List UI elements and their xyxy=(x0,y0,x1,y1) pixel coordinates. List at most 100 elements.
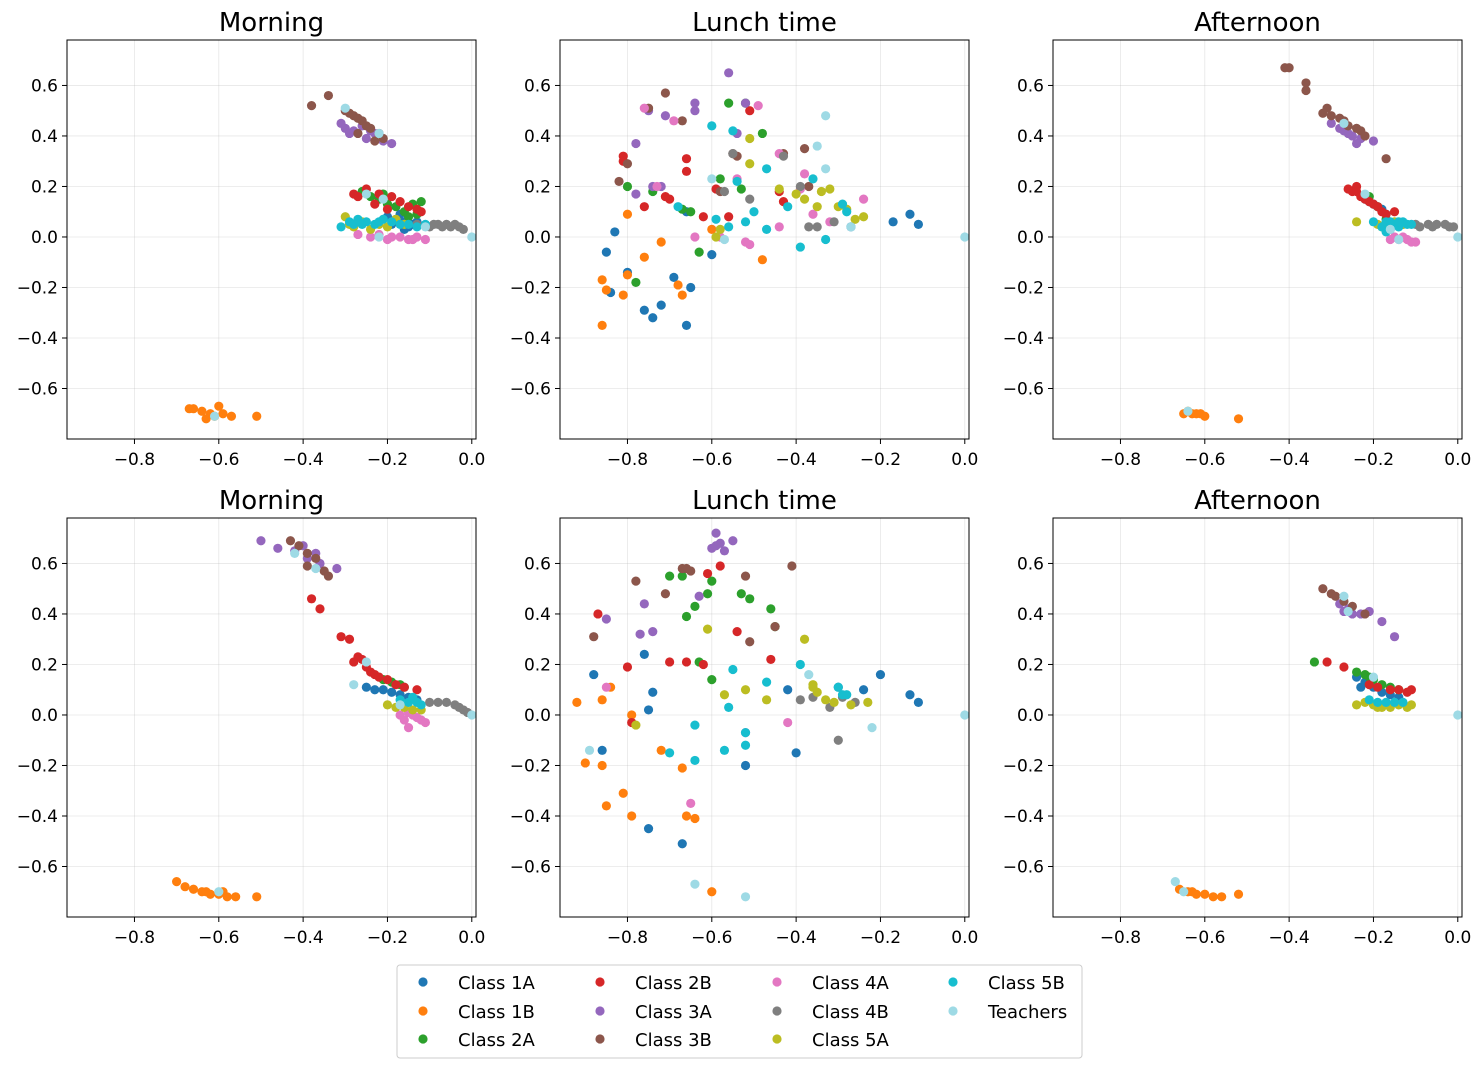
data-point xyxy=(960,232,970,242)
legend-label: Class 5B xyxy=(988,973,1065,994)
data-point xyxy=(745,194,755,204)
data-point xyxy=(795,242,805,252)
data-point xyxy=(218,409,228,419)
data-point xyxy=(1233,414,1244,424)
data-point xyxy=(736,184,746,194)
data-point xyxy=(719,186,730,197)
data-point xyxy=(842,207,852,217)
data-point xyxy=(707,675,717,685)
data-point xyxy=(745,594,755,604)
data-point xyxy=(673,202,683,212)
data-point xyxy=(694,591,704,601)
x-tick-label: −0.6 xyxy=(1184,928,1225,948)
legend-marker xyxy=(418,1006,428,1016)
data-point xyxy=(702,624,713,634)
data-point xyxy=(1389,697,1400,707)
y-tick-label: 0.6 xyxy=(31,554,58,574)
subplot-6: −0.8 −0.6 −0.4 −0.2 0.0 −0.6 −0.4 −0.2 0.0 0.2 0.4… xyxy=(1003,486,1472,948)
data-point xyxy=(816,186,827,197)
data-point xyxy=(374,232,384,242)
legend-label: Class 4A xyxy=(812,973,890,994)
data-point xyxy=(353,191,363,202)
y-tick-label: −0.4 xyxy=(510,329,551,349)
data-point xyxy=(403,219,414,229)
data-point xyxy=(1322,657,1332,667)
data-point xyxy=(1330,591,1341,601)
data-point xyxy=(601,247,611,257)
y-tick-label: 0.4 xyxy=(524,127,551,147)
data-point xyxy=(724,212,734,222)
legend-label: Class 3B xyxy=(635,1030,712,1051)
series-class-1b xyxy=(572,682,717,897)
data-point xyxy=(681,166,692,176)
data-point xyxy=(378,194,388,204)
y-tick-label: 0.2 xyxy=(31,655,58,675)
data-point xyxy=(724,222,734,232)
data-point xyxy=(715,174,725,184)
data-point xyxy=(728,149,738,159)
data-point xyxy=(799,634,810,644)
data-point xyxy=(1301,85,1311,96)
data-point xyxy=(707,121,717,131)
data-point xyxy=(913,219,924,229)
data-point xyxy=(745,159,755,169)
data-point xyxy=(778,151,789,161)
y-tick-label: −0.2 xyxy=(17,756,58,776)
data-point xyxy=(353,128,363,139)
y-tick-label: 0.0 xyxy=(1017,706,1044,726)
data-point xyxy=(681,811,692,821)
data-point xyxy=(618,290,628,300)
data-point xyxy=(433,697,443,707)
x-tick-label: −0.2 xyxy=(860,928,901,948)
data-point xyxy=(711,528,721,538)
data-point xyxy=(323,90,334,101)
data-point xyxy=(1406,685,1417,695)
x-tick-label: 0.0 xyxy=(1444,450,1471,470)
data-point xyxy=(1381,209,1391,219)
plot-frame xyxy=(559,39,970,440)
data-point xyxy=(791,748,801,758)
data-point xyxy=(336,632,346,642)
data-point xyxy=(707,224,717,234)
data-point xyxy=(601,682,611,692)
y-tick-label: 0.4 xyxy=(1017,605,1044,625)
subplot-4: −0.8 −0.6 −0.4 −0.2 0.0 −0.6 −0.4 −0.2 0.0 0.2 0.4… xyxy=(17,486,486,948)
data-point xyxy=(821,695,831,705)
data-point xyxy=(639,202,649,212)
data-point xyxy=(231,892,241,902)
data-point xyxy=(172,877,182,887)
data-point xyxy=(1326,111,1336,121)
x-tick-label: −0.6 xyxy=(691,450,732,470)
data-point xyxy=(698,659,708,670)
plot-frame xyxy=(66,517,477,918)
data-point xyxy=(648,687,658,697)
data-point xyxy=(677,571,687,581)
data-point xyxy=(382,700,393,710)
y-tick-label: 0.2 xyxy=(1017,177,1044,197)
data-point xyxy=(677,290,687,300)
data-point xyxy=(707,576,717,586)
data-point xyxy=(252,411,262,421)
data-point xyxy=(762,677,772,687)
data-point xyxy=(1309,657,1320,667)
data-point xyxy=(686,798,696,808)
data-point xyxy=(740,98,751,108)
data-point xyxy=(863,697,873,707)
data-point xyxy=(365,123,376,133)
subplot-5: −0.8 −0.6 −0.4 −0.2 0.0 −0.6 −0.4 −0.2 0.0 0.2 0.4… xyxy=(510,486,979,948)
legend-entry: Class 3B xyxy=(595,1030,712,1051)
series-class-2b xyxy=(1343,181,1400,219)
data-point xyxy=(290,548,300,558)
data-point xyxy=(365,232,376,242)
data-point xyxy=(361,682,371,692)
data-point xyxy=(1322,103,1332,113)
data-point xyxy=(757,255,767,265)
legend-entry: Class 2A xyxy=(418,1030,536,1051)
data-point xyxy=(753,101,763,111)
data-point xyxy=(1208,892,1218,902)
data-point xyxy=(1385,217,1395,227)
data-point xyxy=(711,214,721,224)
data-point xyxy=(618,788,628,798)
series-class-5b xyxy=(1364,695,1408,707)
data-point xyxy=(795,181,805,192)
